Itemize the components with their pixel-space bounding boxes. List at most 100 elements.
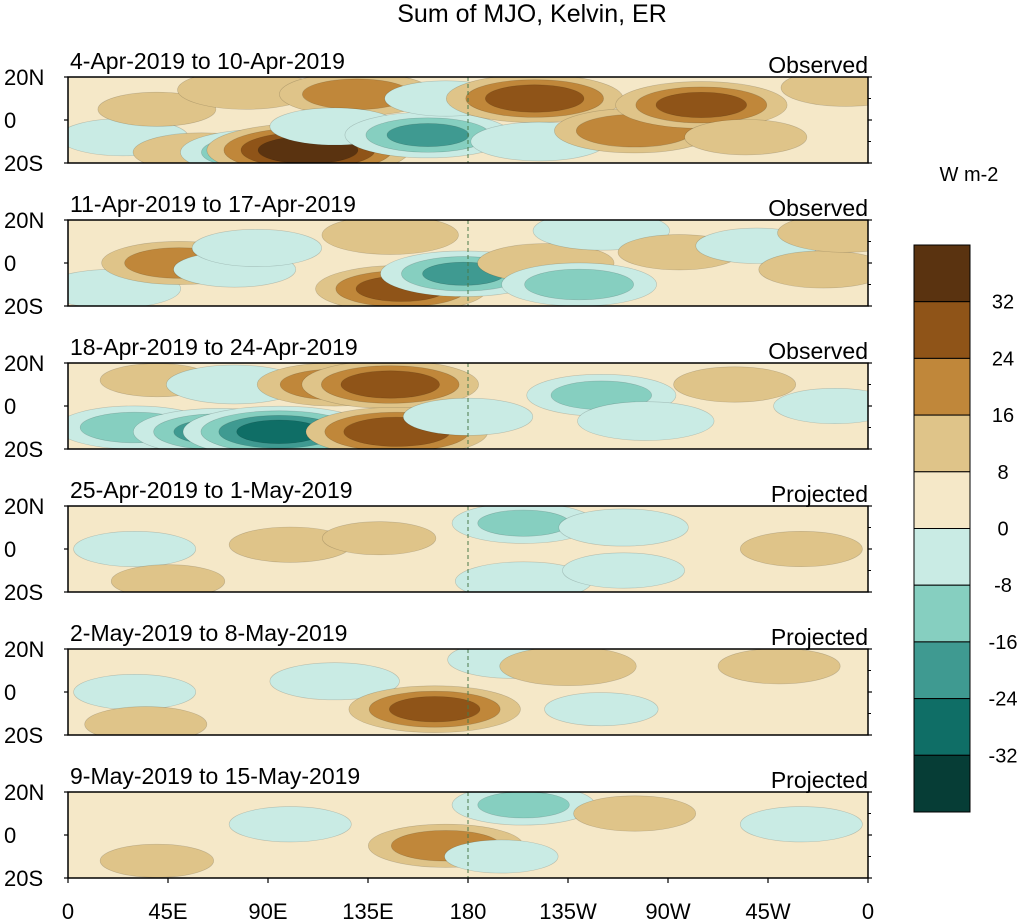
anomaly-blob bbox=[673, 366, 797, 403]
colorbar-swatch bbox=[913, 528, 971, 586]
anomaly-blob bbox=[615, 81, 788, 129]
colorbar-swatch bbox=[913, 471, 971, 529]
lat-tick-label: 20N bbox=[4, 65, 44, 90]
lat-tick-label: 20S bbox=[4, 151, 43, 176]
lon-tick-label: 135E bbox=[342, 899, 393, 922]
lon-tick-label: 0 bbox=[862, 899, 874, 922]
map-panel: 20N 0 20S 9-May-2019 to 15-May-2019 Projecte… bbox=[4, 763, 872, 891]
panel-period: 25-Apr-2019 to 1-May-2019 bbox=[70, 477, 353, 503]
panel-status: Observed bbox=[768, 52, 868, 78]
anomaly-blob bbox=[73, 673, 197, 710]
lat-tick-label: 20N bbox=[4, 494, 44, 519]
anomaly-blob bbox=[73, 530, 197, 567]
lat-tick-label: 20S bbox=[4, 723, 43, 748]
anomaly-blob bbox=[777, 220, 868, 253]
anomaly-blob bbox=[344, 111, 512, 159]
lon-tick-label: 135W bbox=[539, 899, 597, 922]
colorbar-swatch bbox=[913, 584, 971, 643]
anomaly-blob bbox=[773, 388, 868, 424]
anomaly-blob bbox=[451, 506, 596, 544]
map-panel: 20N 0 20S 18-Apr-2019 to 24-Apr-2019 Observe… bbox=[4, 334, 872, 462]
units-label: W m-2 bbox=[940, 164, 999, 186]
lon-tick-label: 90E bbox=[248, 899, 287, 922]
panel-status: Projected bbox=[771, 767, 868, 793]
colorbar-swatch bbox=[913, 244, 971, 303]
anomaly-blob bbox=[451, 792, 596, 826]
anomaly-blob bbox=[739, 806, 863, 843]
map-panel: 20N 0 20S 4-Apr-2019 to 10-Apr-2019 Observed bbox=[4, 48, 872, 176]
colorbar-label: 0 bbox=[997, 519, 1008, 541]
colorbar: 32 24 16 8 0 -8 -16 -24 -32 bbox=[913, 244, 1018, 813]
panel-status: Projected bbox=[771, 481, 868, 507]
colorbar-label: 8 bbox=[997, 462, 1008, 484]
anomaly-blob bbox=[110, 564, 226, 592]
lat-tick-label: 20N bbox=[4, 208, 44, 233]
anomaly-blob bbox=[445, 77, 624, 123]
anomaly-blob bbox=[684, 119, 808, 156]
lat-tick-label: 20N bbox=[4, 637, 44, 662]
x-axis: 0 45E 90E 135E 180 135W 90W 45W 0 bbox=[62, 878, 874, 922]
colorbar-swatch bbox=[913, 414, 971, 473]
anomaly-blob bbox=[84, 706, 208, 735]
lat-tick-label: 0 bbox=[4, 823, 16, 848]
lat-tick-label: 20S bbox=[4, 294, 43, 319]
anomaly-blob bbox=[97, 91, 217, 127]
panel-period: 11-Apr-2019 to 17-Apr-2019 bbox=[70, 191, 356, 217]
panels: 20N 0 20S 4-Apr-2019 to 10-Apr-2019 Observed… bbox=[4, 48, 872, 891]
lon-tick-label: 45W bbox=[745, 899, 790, 922]
panel-period: 2-May-2019 to 8-May-2019 bbox=[70, 620, 347, 646]
colorbar-label: -32 bbox=[989, 745, 1018, 767]
colorbar-swatch bbox=[913, 754, 971, 813]
anomaly-blob bbox=[321, 220, 459, 255]
colorbar-swatch bbox=[913, 641, 971, 700]
anomaly-blob bbox=[573, 795, 697, 832]
lon-tick-label: 180 bbox=[450, 899, 487, 922]
anomaly-blob bbox=[191, 229, 322, 267]
anomaly-blob bbox=[322, 521, 437, 556]
anomaly-blob bbox=[780, 77, 868, 107]
panel-period: 18-Apr-2019 to 24-Apr-2019 bbox=[70, 334, 358, 360]
lat-tick-label: 0 bbox=[4, 251, 16, 276]
anomaly-blob bbox=[279, 77, 435, 117]
lat-tick-label: 0 bbox=[4, 394, 16, 419]
anomaly-blob bbox=[228, 806, 352, 843]
panel-status: Observed bbox=[768, 195, 868, 221]
anomaly-blob bbox=[558, 508, 689, 547]
anomaly-blob bbox=[444, 839, 559, 874]
anomaly-blob bbox=[717, 649, 841, 685]
map-panel: 20N 0 20S 25-Apr-2019 to 1-May-2019 Projecte… bbox=[4, 477, 872, 605]
lon-tick-label: 90W bbox=[645, 899, 690, 922]
anomaly-blob bbox=[99, 843, 214, 878]
colorbar-label: 16 bbox=[992, 405, 1014, 427]
anomaly-blob bbox=[526, 374, 677, 417]
lat-tick-label: 20N bbox=[4, 351, 44, 376]
chart-title: Sum of MJO, Kelvin, ER bbox=[397, 0, 667, 28]
lat-tick-label: 0 bbox=[4, 680, 16, 705]
anomaly-blob bbox=[348, 685, 521, 733]
map-panel: 20N 0 20S 2-May-2019 to 8-May-2019 Projected bbox=[4, 620, 872, 748]
panel-status: Observed bbox=[768, 338, 868, 364]
lat-tick-label: 20S bbox=[4, 580, 43, 605]
anomaly-blob bbox=[501, 262, 657, 306]
lat-tick-label: 20S bbox=[4, 437, 43, 462]
colorbar-label: -24 bbox=[989, 689, 1018, 711]
lat-tick-label: 0 bbox=[4, 537, 16, 562]
lat-tick-label: 0 bbox=[4, 108, 16, 133]
colorbar-swatch bbox=[913, 357, 971, 416]
colorbar-label: 24 bbox=[992, 348, 1014, 370]
anomaly-blob bbox=[499, 649, 637, 686]
colorbar-label: -8 bbox=[994, 575, 1012, 597]
colorbar-label: 32 bbox=[992, 292, 1014, 314]
panel-period: 4-Apr-2019 to 10-Apr-2019 bbox=[70, 48, 345, 74]
colorbar-swatch bbox=[913, 698, 971, 756]
anomaly-blob bbox=[301, 363, 479, 409]
anomaly-blob bbox=[562, 552, 685, 589]
panel-status: Projected bbox=[771, 624, 868, 650]
lat-tick-label: 20N bbox=[4, 780, 44, 805]
lat-tick-label: 20S bbox=[4, 866, 43, 891]
anomaly-blob bbox=[269, 662, 400, 701]
colorbar-label: -16 bbox=[989, 632, 1018, 654]
anomaly-blob bbox=[544, 692, 659, 727]
lon-tick-label: 0 bbox=[62, 899, 74, 922]
